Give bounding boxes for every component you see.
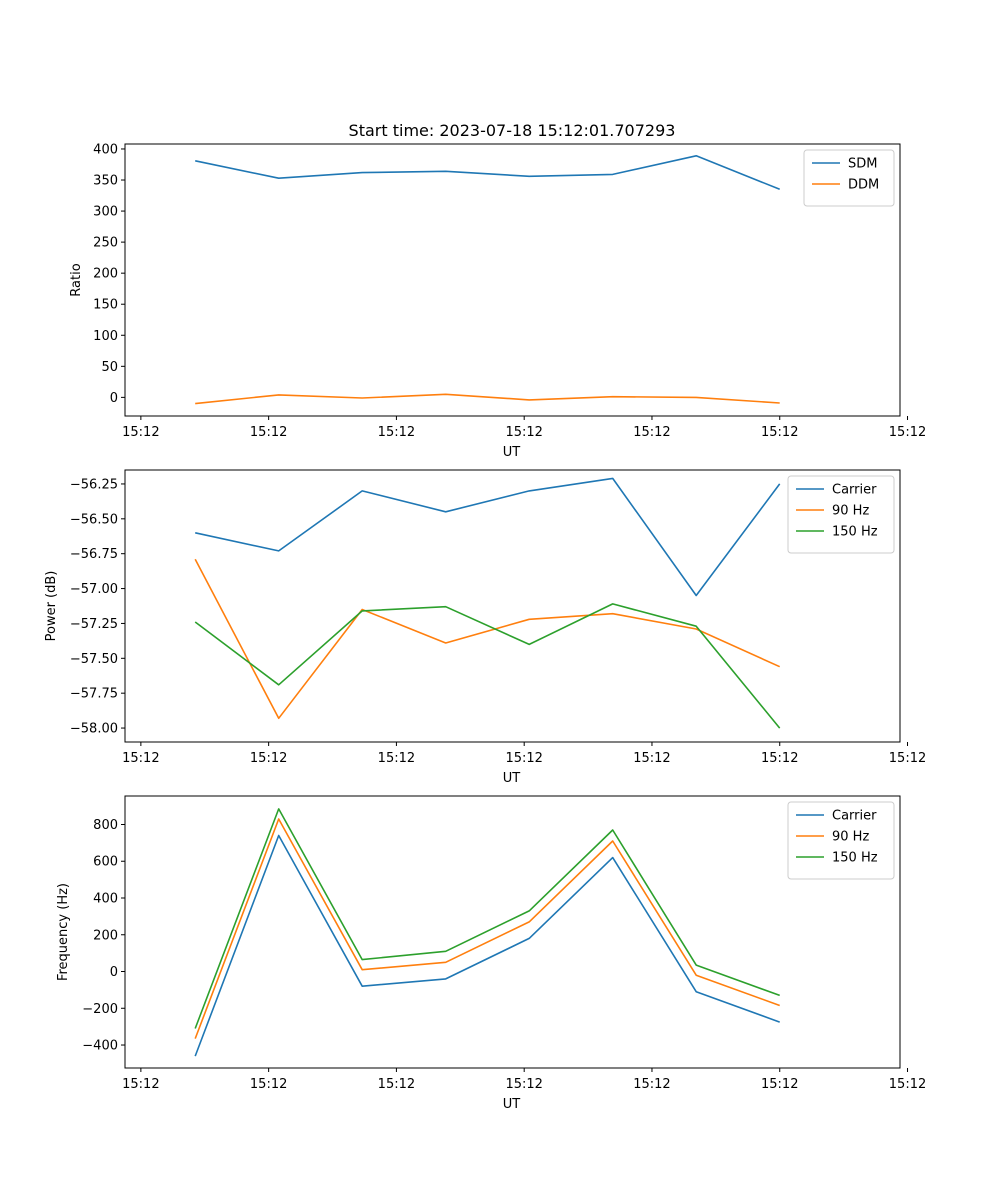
y-tick-label: 800 [93, 818, 118, 833]
y-tick-label: 200 [93, 267, 118, 282]
y-tick-label: −57.75 [70, 687, 118, 702]
power-axes-frame [124, 469, 901, 743]
legend-label: DDM [848, 178, 879, 193]
power-y-axis-label: Power (dB) [44, 571, 59, 642]
frequency-panel: 15:12 15:12 15:12 15:12 15:12 15:12 15:12 −400 −… [56, 795, 926, 1112]
x-tick-label: 15:12 [122, 1077, 159, 1092]
series-line-150-hz [194, 808, 780, 1029]
frequency-x-axis-label: UT [503, 1097, 521, 1112]
legend-box [803, 149, 895, 207]
series-line-carrier [195, 477, 781, 597]
ratio-x-axis-label: UT [503, 445, 521, 460]
series-line-ddm [195, 393, 780, 405]
x-tick-label: 15:12 [633, 1077, 670, 1092]
y-tick-label: −56.75 [70, 547, 118, 562]
power-legend: Carrier 90 Hz 150 Hz [787, 475, 895, 554]
series-line-90-hz [194, 818, 780, 1039]
ratio-axes-frame [124, 143, 901, 417]
x-tick-label: 15:12 [122, 751, 159, 766]
y-tick-label: −56.25 [70, 477, 118, 492]
y-tick-label: −400 [82, 1039, 118, 1054]
x-tick-label: 15:12 [889, 425, 926, 440]
legend-label: Carrier [832, 483, 877, 498]
x-tick-label: 15:12 [378, 425, 415, 440]
y-tick-label: −200 [82, 1002, 118, 1017]
chart-panels: 15:12 15:12 15:12 15:12 15:12 15:12 15:12 0 50 10… [44, 142, 926, 1112]
x-tick-label: 15:12 [761, 1077, 798, 1092]
y-tick-label: 250 [93, 236, 118, 251]
x-tick-label: 15:12 [889, 1077, 926, 1092]
legend-box [787, 475, 895, 554]
legend-label: 150 Hz [832, 851, 878, 866]
y-tick-label: 400 [93, 892, 118, 907]
legend-label: 150 Hz [832, 525, 878, 540]
y-tick-label: 200 [93, 928, 118, 943]
y-tick-label: 0 [110, 391, 118, 406]
ratio-y-axis-label: Ratio [69, 263, 84, 296]
y-tick-label: −58.00 [70, 722, 118, 737]
x-tick-label: 15:12 [761, 425, 798, 440]
series-line-carrier [194, 834, 780, 1057]
x-tick-label: 15:12 [122, 425, 159, 440]
y-tick-label: −57.50 [70, 652, 118, 667]
x-tick-label: 15:12 [633, 751, 670, 766]
y-tick-label: 100 [93, 329, 118, 344]
ratio-panel: 15:12 15:12 15:12 15:12 15:12 15:12 15:12 0 50 10… [69, 142, 926, 460]
y-tick-label: 0 [110, 965, 118, 980]
y-tick-label: −57.25 [70, 617, 118, 632]
legend-label: 90 Hz [832, 504, 869, 519]
frequency-y-axis-label: Frequency (Hz) [56, 883, 71, 981]
y-tick-label: 50 [101, 360, 118, 375]
frequency-axes-frame [124, 795, 901, 1069]
x-tick-label: 15:12 [505, 1077, 542, 1092]
x-tick-label: 15:12 [378, 1077, 415, 1092]
series-line-90-hz [194, 558, 781, 720]
legend-label: Carrier [832, 809, 877, 824]
x-tick-label: 15:12 [378, 751, 415, 766]
x-tick-label: 15:12 [250, 751, 287, 766]
y-tick-label: 350 [93, 174, 118, 189]
y-tick-label: 150 [93, 298, 118, 313]
y-tick-label: −57.00 [70, 582, 118, 597]
series-line-sdm [195, 155, 780, 191]
y-tick-label: 300 [93, 205, 118, 220]
x-tick-label: 15:12 [250, 1077, 287, 1092]
x-tick-label: 15:12 [633, 425, 670, 440]
y-tick-label: −56.50 [70, 512, 118, 527]
x-tick-label: 15:12 [250, 425, 287, 440]
y-tick-label: 400 [93, 142, 118, 157]
x-tick-label: 15:12 [505, 425, 542, 440]
x-tick-label: 15:12 [505, 751, 542, 766]
frequency-legend: Carrier 90 Hz 150 Hz [787, 801, 895, 880]
series-line-150-hz [194, 603, 781, 729]
x-tick-label: 15:12 [761, 751, 798, 766]
y-tick-label: 600 [93, 855, 118, 870]
x-tick-label: 15:12 [889, 751, 926, 766]
legend-label: SDM [848, 157, 877, 172]
power-panel: 15:12 15:12 15:12 15:12 15:12 15:12 15:12 −58.0… [44, 469, 926, 786]
legend-box [787, 801, 895, 880]
ratio-legend: SDM DDM [803, 149, 895, 207]
chart-title: Start time: 2023-07-18 15:12:01.707293 [349, 121, 676, 140]
power-x-axis-label: UT [503, 771, 521, 786]
legend-label: 90 Hz [832, 830, 869, 845]
